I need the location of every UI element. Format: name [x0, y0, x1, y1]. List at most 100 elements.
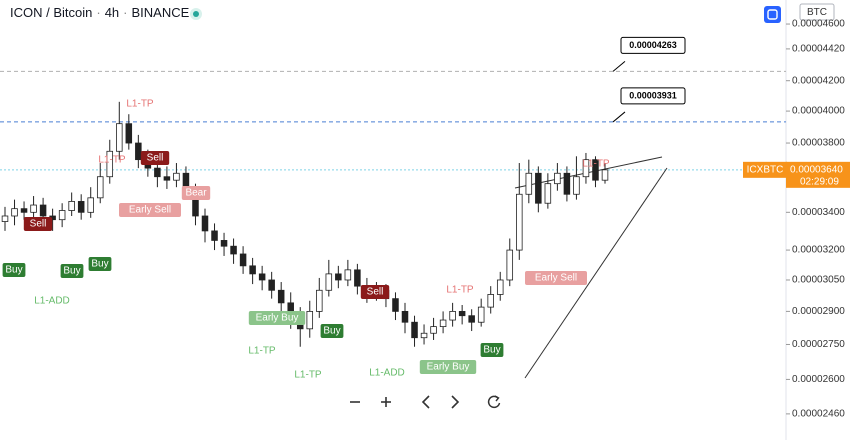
countdown: 02:29:09 [800, 176, 839, 187]
candle-body [535, 172, 542, 204]
candle-body [1, 215, 9, 222]
candle-body [392, 298, 399, 312]
header: ICON / Bitcoin · 4h · BINANCE [10, 5, 190, 20]
candle-body [496, 279, 504, 295]
candle-body [11, 208, 18, 217]
symbol-tag [743, 161, 787, 178]
candle-body [106, 150, 114, 178]
signal-label: L1-TP [98, 155, 126, 166]
signal-box [23, 217, 53, 231]
signal-box [60, 264, 84, 278]
candle-body [30, 204, 37, 213]
candle-body [411, 321, 418, 339]
signal-label: Buy [323, 326, 340, 337]
candle-body [135, 142, 142, 161]
candle-body [96, 176, 104, 199]
candle-body [516, 193, 523, 251]
signal-label: Sell [147, 153, 164, 164]
grid [0, 70, 786, 171]
candle-body [335, 273, 342, 281]
signal-label: Sell [30, 219, 47, 230]
separator: · [96, 5, 100, 20]
signal-box [320, 324, 344, 338]
currency-box [799, 3, 835, 21]
candle-body [68, 201, 75, 211]
candles [1, 101, 609, 347]
signal-label: Buy [63, 266, 80, 277]
button-bg [483, 391, 505, 413]
candle-body [220, 240, 228, 247]
symbol-label: ICXBTC [747, 164, 784, 175]
candle-body [325, 273, 333, 291]
candle-body [239, 253, 247, 267]
signal-label: Buy [5, 265, 22, 276]
candle-body [563, 172, 571, 195]
candle-body [201, 215, 209, 232]
signal-label: Early Buy [256, 313, 299, 324]
candle-body [306, 310, 314, 330]
candle-body [582, 159, 590, 178]
candle-body [20, 208, 28, 213]
y-tick-label: 0.00003200 [792, 245, 845, 256]
candle-body [58, 210, 66, 221]
candle-body [163, 176, 171, 181]
button-bg [444, 391, 466, 413]
candle-body [554, 172, 561, 185]
candle-body [173, 172, 180, 181]
callout-box [620, 36, 686, 54]
price-label: 0.00003640 [790, 164, 843, 175]
signal-label: L1-TP [294, 370, 322, 381]
settings-button[interactable] [764, 6, 781, 23]
signal-label: L1-TP [126, 99, 154, 110]
y-tick-label: 0.00002900 [792, 306, 845, 317]
candle-body [468, 315, 475, 323]
signal-box [480, 343, 504, 357]
y-tick-label: 0.00002600 [792, 374, 845, 385]
signal-box [181, 186, 211, 200]
currency: BTC [807, 7, 827, 18]
candle-body [87, 197, 94, 213]
y-tick-label: 0.00003050 [792, 275, 845, 286]
signal-label: Bear [185, 188, 207, 199]
candle-body [39, 204, 47, 217]
candle-body [525, 172, 533, 195]
signal-label: Buy [91, 259, 108, 270]
candle-body [268, 279, 275, 291]
separator: · [123, 5, 127, 20]
signal-label: L1-ADD [34, 296, 70, 307]
callout-line [612, 111, 626, 123]
signal-box [119, 203, 181, 217]
annotations: 0.00004263 0.00003931 Sell Buy Buy Buy L1-ADD L… [2, 36, 686, 381]
y-tick-label: 0.00003800 [792, 138, 845, 149]
scroll-right-button[interactable] [444, 391, 466, 413]
candle-body [211, 230, 218, 241]
signal-label: Early Sell [129, 205, 171, 216]
icon [451, 395, 460, 409]
signal-label: Early Sell [535, 273, 577, 284]
price-tag [786, 161, 850, 188]
callout-box [620, 87, 686, 105]
candle-body [592, 159, 599, 181]
signal-label: L1-TP [582, 159, 610, 170]
scroll-left-button[interactable] [415, 391, 437, 413]
icon [494, 395, 500, 402]
zoom-out-button[interactable] [344, 391, 366, 413]
signal-label: L1-TP [446, 285, 474, 296]
y-tick-label: 0.00002750 [792, 339, 845, 350]
signal-box [88, 257, 112, 271]
y-tick-label: 0.00004420 [792, 44, 845, 55]
candle-body [344, 269, 352, 281]
y-tick-label: 0.00004000 [792, 106, 845, 117]
reset-button[interactable] [483, 391, 505, 413]
candle-body [354, 269, 361, 287]
zoom-in-button[interactable] [375, 391, 397, 413]
candle-body [258, 273, 266, 281]
candle-body [573, 176, 580, 195]
callout-label: 0.00003931 [629, 90, 677, 100]
candle-body [116, 123, 123, 152]
candle-body [430, 326, 437, 334]
signal-box [360, 285, 390, 299]
candle-body [458, 310, 466, 317]
